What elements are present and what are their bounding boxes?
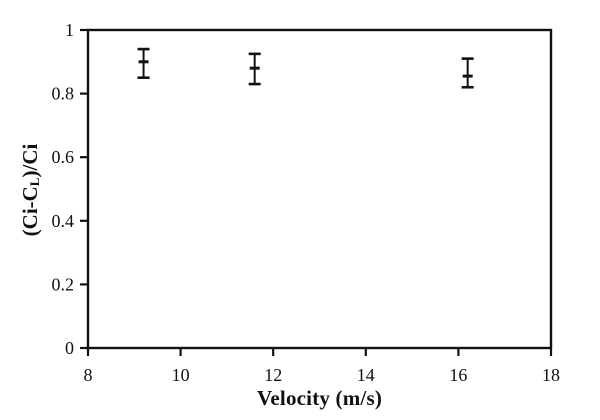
x-tick-label: 14: [357, 365, 375, 385]
x-tick-label: 10: [172, 365, 190, 385]
y-axis-title: (Ci-CL)/Ci: [17, 80, 43, 300]
y-tick-label: 0: [65, 338, 74, 358]
y-tick-label: 0.4: [52, 211, 75, 231]
y-axis-title-prefix: (Ci-C: [18, 186, 42, 237]
x-axis-title: Velocity (m/s): [256, 386, 383, 410]
y-tick-label: 0.2: [52, 274, 75, 294]
plot-frame: [86, 28, 553, 350]
x-tick-label: 12: [264, 365, 282, 385]
x-tick-label: 18: [542, 365, 560, 385]
y-axis-title-suffix: )/Ci: [18, 143, 42, 178]
y-tick-label: 1: [65, 20, 74, 40]
y-tick-label: 0.8: [52, 84, 75, 104]
y-tick-label: 0.6: [52, 147, 75, 167]
y-axis-title-subscript: L: [26, 177, 42, 187]
x-tick-label: 16: [449, 365, 467, 385]
x-tick-label: 8: [84, 365, 93, 385]
